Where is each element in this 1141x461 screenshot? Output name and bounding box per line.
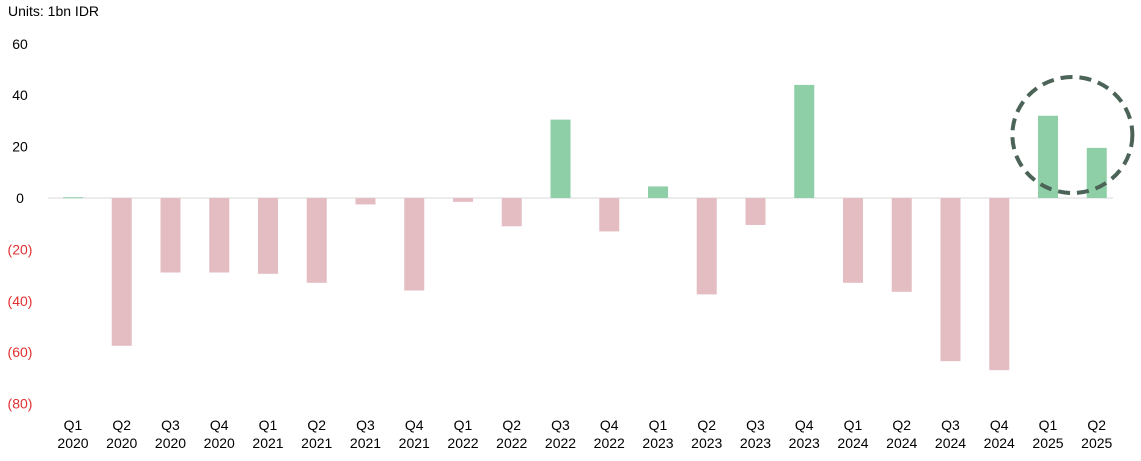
x-tick-year: 2023 [642,435,673,451]
x-tick-quarter: Q1 [454,417,473,433]
bar [1038,115,1058,198]
bar [745,198,766,225]
y-tick-label: 20 [12,139,28,155]
bar [696,198,717,295]
x-tick-year: 2021 [252,435,283,451]
bar [160,198,181,273]
x-tick-quarter: Q1 [1039,417,1058,433]
x-tick-quarter: Q2 [697,417,716,433]
bar [404,198,425,291]
x-tick-quarter: Q3 [161,417,180,433]
bar [355,198,376,205]
x-tick-year: 2023 [691,435,722,451]
x-tick-quarter: Q2 [892,417,911,433]
x-tick-year: 2022 [545,435,576,451]
x-tick-quarter: Q4 [600,417,619,433]
x-tick-year: 2024 [837,435,868,451]
x-tick-year: 2020 [57,435,88,451]
x-tick-year: 2022 [594,435,625,451]
bar [891,198,912,292]
x-tick-quarter: Q3 [746,417,765,433]
x-tick-year: 2025 [1081,435,1112,451]
y-tick-label: 40 [12,87,28,103]
bar [453,198,473,202]
x-tick-quarter: Q3 [356,417,375,433]
x-tick-year: 2020 [106,435,137,451]
x-tick-year: 2023 [789,435,820,451]
bar [843,198,863,283]
bar [111,198,132,346]
y-tick-label: (40) [8,293,33,309]
x-tick-quarter: Q4 [795,417,814,433]
bar [989,198,1010,371]
highlight-circle [1010,75,1135,195]
x-tick-year: 2020 [155,435,186,451]
bar [940,198,961,362]
x-tick-year: 2023 [740,435,771,451]
x-tick-year: 2021 [350,435,381,451]
x-tick-quarter: Q4 [990,417,1009,433]
x-tick-quarter: Q3 [551,417,570,433]
x-tick-year: 2021 [399,435,430,451]
x-tick-quarter: Q2 [307,417,326,433]
x-axis: Q1 2020 Q2 2020 Q3 2020 Q4 2020 Q1 2021 Q2 2021 Q3 20… [57,417,1112,451]
highlight-ellipse [1010,75,1135,195]
x-tick-quarter: Q2 [112,417,131,433]
x-tick-quarter: Q4 [405,417,424,433]
x-tick-quarter: Q1 [844,417,863,433]
x-tick-quarter: Q2 [1087,417,1106,433]
bar [794,84,815,198]
x-tick-quarter: Q1 [259,417,278,433]
x-tick-year: 2021 [301,435,332,451]
bar [63,197,83,199]
x-tick-quarter: Q1 [649,417,668,433]
bar [1086,147,1107,198]
x-tick-year: 2020 [204,435,235,451]
x-tick-quarter: Q3 [941,417,960,433]
bar [550,119,571,198]
y-axis: 60 40 20 0 (20) (40) (60) (80) [8,36,33,412]
bar [209,198,230,273]
x-tick-year: 2025 [1032,435,1063,451]
x-tick-quarter: Q1 [64,417,83,433]
x-tick-year: 2024 [935,435,966,451]
x-tick-quarter: Q4 [210,417,229,433]
y-tick-label: (60) [8,344,33,360]
x-tick-year: 2022 [447,435,478,451]
x-tick-year: 2022 [496,435,527,451]
x-tick-year: 2024 [886,435,917,451]
bar [258,198,278,274]
y-tick-label: (20) [8,241,33,257]
bar [306,198,327,283]
x-tick-quarter: Q2 [502,417,521,433]
y-tick-label: (80) [8,396,33,412]
units-label: Units: 1bn IDR [8,3,100,19]
bar [599,198,620,232]
bar [501,198,522,227]
y-tick-label: 0 [16,190,24,206]
bars [63,84,1107,371]
y-tick-label: 60 [12,36,28,52]
bar [648,186,668,198]
x-tick-year: 2024 [984,435,1015,451]
